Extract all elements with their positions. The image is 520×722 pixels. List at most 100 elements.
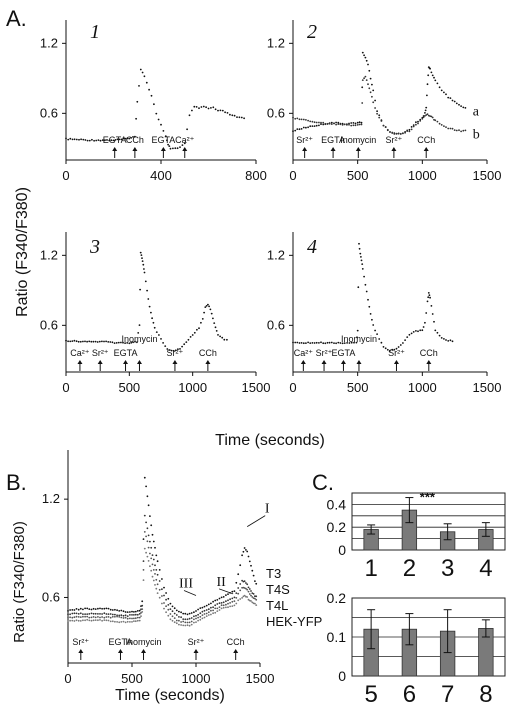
data-point [129,617,131,620]
data-point [348,123,350,126]
series-name-label: T4S [266,582,290,597]
event-arrowhead [141,649,147,653]
data-point [150,546,153,549]
data-point [151,563,154,566]
event-label: Sr²⁺ [188,637,205,647]
data-point [117,341,120,344]
data-point [460,130,462,133]
data-point [430,305,433,307]
data-point [363,275,365,278]
event-arrowhead [300,360,306,364]
data-point [161,602,163,605]
data-point [199,612,202,615]
event-arrowhead [117,649,123,653]
data-point [248,588,251,590]
data-point [97,139,100,142]
data-point [115,342,118,344]
data-point [363,54,365,57]
data-point [145,81,148,84]
data-point [218,597,221,600]
data-point [292,341,294,344]
data-point [75,608,78,610]
data-point [402,132,404,135]
data-point [225,603,227,606]
data-point [229,598,232,601]
data-point [143,75,146,78]
event-label: Inomycin [341,334,377,344]
data-point [229,602,232,604]
data-point [163,594,165,597]
data-point [195,610,197,612]
chart-c-top: 0 0.2 0.4 1 2 *** 3 4 [327,490,506,582]
data-point [154,573,156,575]
data-point [143,271,146,274]
data-point [69,619,71,622]
data-point [356,336,358,339]
data-point [222,606,225,609]
data-point [88,608,91,610]
data-point [167,604,170,606]
data-point [212,612,215,615]
data-point [247,586,250,589]
data-point [339,123,342,126]
event-label: CCh [417,135,435,145]
data-point [343,123,346,126]
data-point [217,334,219,336]
data-point [90,616,93,619]
data-point [302,126,305,129]
data-point [163,586,165,589]
x-axis-label-a: Time (seconds) [215,432,325,449]
data-point [167,608,170,611]
data-point [346,124,348,126]
data-point [141,71,144,74]
data-point [99,607,101,610]
data-point [451,99,454,102]
data-point [255,582,258,585]
data-point [462,129,465,132]
data-point [197,616,200,619]
data-point [203,609,206,612]
data-point [147,504,150,507]
data-point [97,616,99,618]
data-point [155,554,158,557]
data-point [233,604,236,607]
data-point [190,623,193,626]
data-point [361,51,364,54]
data-point [124,616,127,619]
x-tick-label: 1000 [408,380,437,395]
data-point [86,618,89,621]
data-point [145,535,148,538]
data-point [458,129,460,132]
data-point [395,133,398,135]
data-point [153,326,156,329]
data-point [238,116,241,119]
data-point [247,590,250,593]
data-point [225,594,227,596]
data-point [136,100,139,103]
data-point [245,582,247,584]
data-point [111,341,114,344]
data-point [195,614,197,617]
data-point [412,125,415,128]
data-point [132,341,135,344]
data-point [126,611,129,613]
data-point [330,341,333,344]
event-label: EGTA [151,135,175,145]
data-point [174,349,177,352]
data-point [399,344,402,346]
data-point [415,330,417,332]
data-point [67,613,69,616]
data-point [185,341,188,343]
data-point [193,615,195,618]
data-point [324,342,327,345]
data-point [155,578,158,581]
data-point [378,338,381,340]
data-point [90,612,93,615]
data-point [94,619,97,621]
data-point [197,613,200,616]
data-point [131,614,133,616]
event-arrowhead [393,360,399,364]
data-point [205,615,208,617]
data-point [141,608,144,610]
